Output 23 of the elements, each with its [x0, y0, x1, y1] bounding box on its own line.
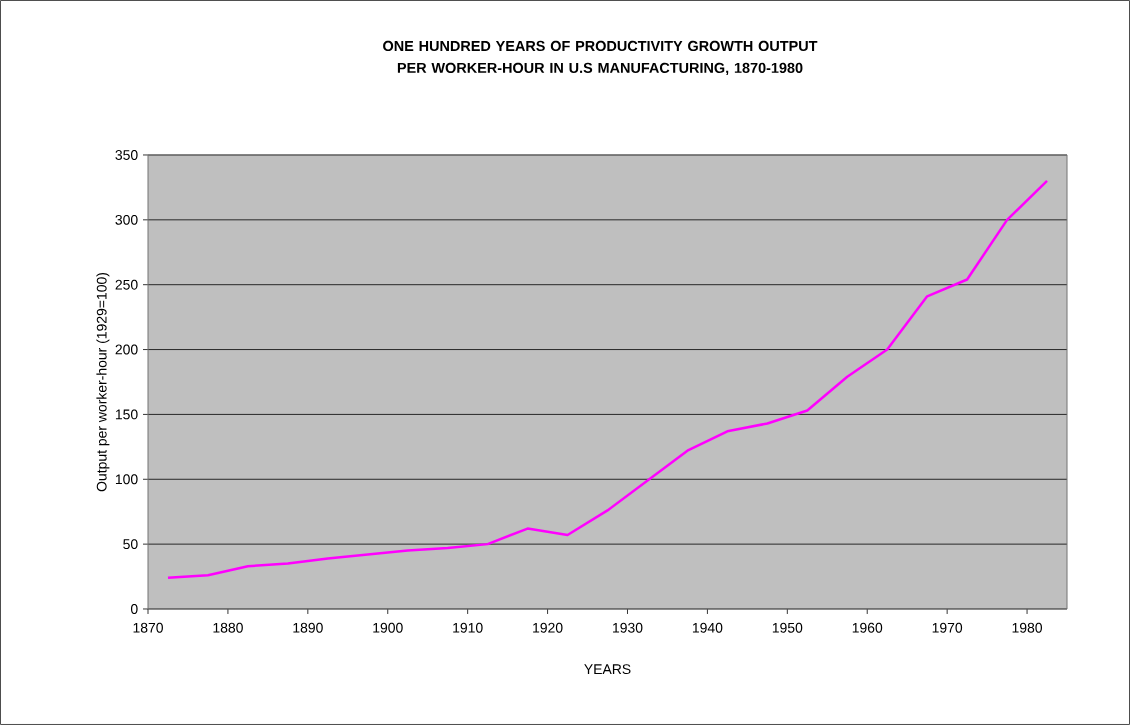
x-tick-label: 1880	[213, 622, 243, 633]
x-tick-label: 1980	[1012, 622, 1043, 633]
y-tick-label: 150	[115, 409, 138, 420]
x-tick-label: 1950	[772, 622, 803, 633]
y-tick-label: 0	[130, 604, 138, 614]
x-tick-label: 1970	[932, 622, 963, 633]
x-tick-label: 1960	[852, 622, 883, 633]
y-tick-label: 200	[115, 344, 138, 355]
y-axis-title: Output per worker-hour (1929=100)	[96, 272, 110, 492]
x-axis-title: YEARS	[584, 664, 631, 675]
y-tick-label: 300	[115, 214, 138, 225]
x-tick-label: 1920	[533, 622, 563, 633]
y-tick-label: 350	[115, 150, 138, 160]
x-tick-label: 1890	[293, 622, 323, 633]
y-tick-label: 50	[123, 539, 138, 550]
x-tick-label: 1930	[613, 622, 643, 633]
chart-title: ONE HUNDRED YEARS OF PRODUCTIVITY GROWTH OUTPUT PER WORKER-HOUR IN U.S MANUFACTURING, 1870-1980	[383, 40, 818, 76]
x-tick-label: 1870	[133, 622, 163, 633]
x-tick-label: 1910	[453, 622, 483, 633]
x-tick-label: 1940	[692, 622, 723, 633]
y-tick-label: 100	[115, 474, 138, 485]
y-tick-label: 250	[115, 279, 138, 290]
x-tick-label: 1900	[373, 622, 403, 633]
